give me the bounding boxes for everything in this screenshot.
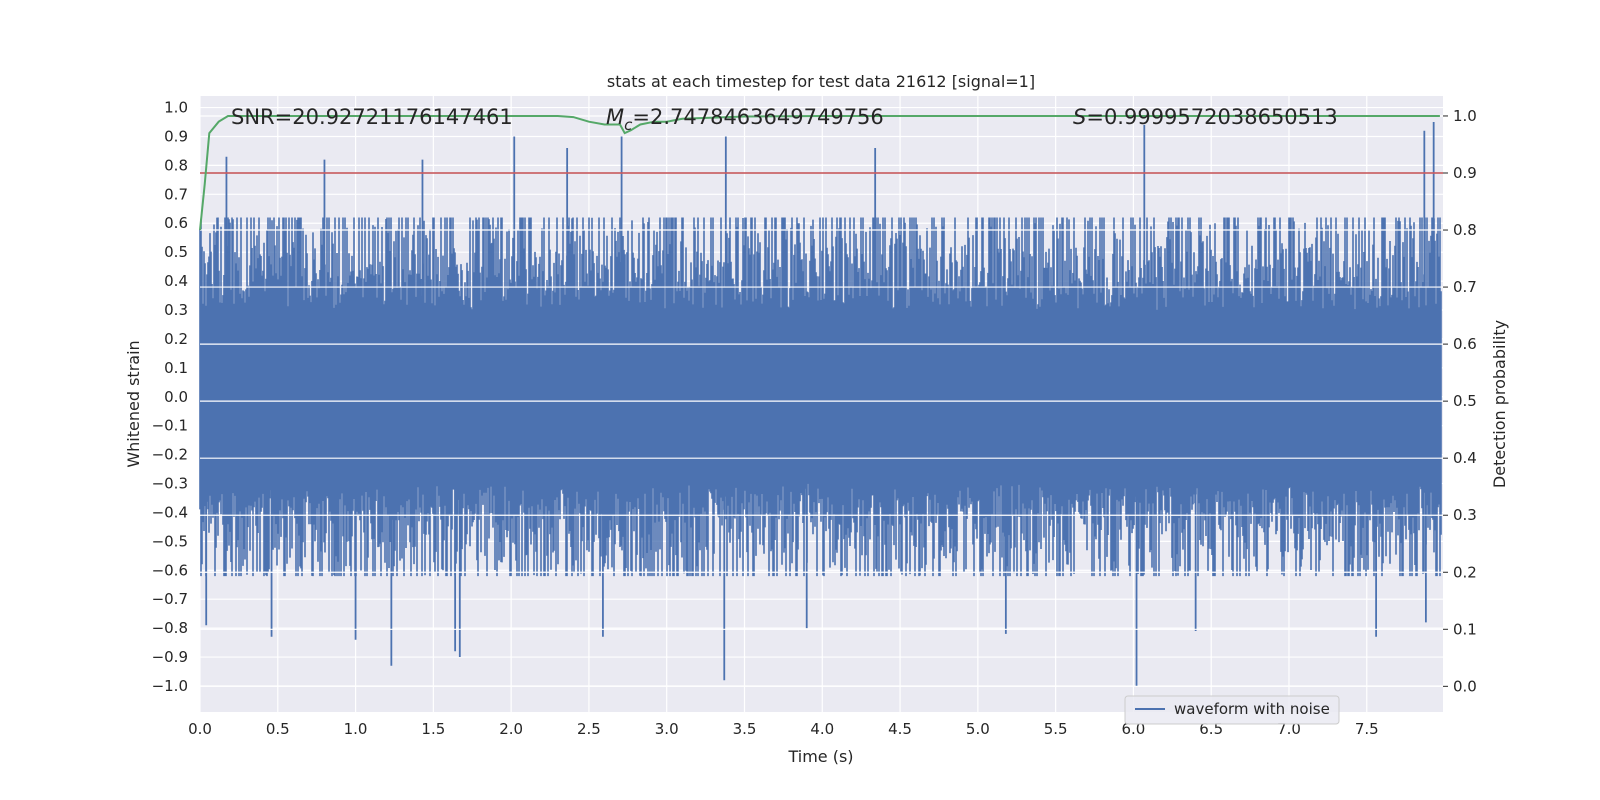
y-tick-label: −0.4 bbox=[152, 503, 188, 521]
x-tick-label: 5.0 bbox=[966, 720, 990, 738]
detection-probability-line bbox=[199, 115, 1440, 231]
y-tick-label: −0.3 bbox=[152, 475, 188, 493]
y-tick-label: 0.2 bbox=[164, 330, 188, 348]
y-tick-label: −0.6 bbox=[152, 561, 188, 579]
chirp-mass-symbol: M bbox=[606, 105, 624, 129]
x-tick-label: 4.0 bbox=[810, 720, 834, 738]
s-value: =0.9999572038650513 bbox=[1086, 105, 1337, 129]
y2-tick-label: 0.7 bbox=[1453, 278, 1477, 296]
waveform-body bbox=[199, 217, 1442, 577]
y-tick-label: −0.8 bbox=[152, 619, 188, 637]
legend-label: waveform with noise bbox=[1174, 700, 1330, 718]
y-tick-label: −1.0 bbox=[152, 677, 188, 695]
y2-tick-label: 0.5 bbox=[1453, 392, 1477, 410]
x-tick-label: 1.0 bbox=[344, 720, 368, 738]
s-annotation: S=0.9999572038650513 bbox=[1073, 105, 1338, 129]
y-tick-label: −0.1 bbox=[152, 417, 188, 435]
x-tick-label: 2.5 bbox=[577, 720, 601, 738]
y-tick-label: 0.6 bbox=[164, 214, 188, 232]
x-tick-label: 0.0 bbox=[188, 720, 212, 738]
y-tick-label: 0.0 bbox=[164, 388, 188, 406]
y2-tick-label: 0.1 bbox=[1453, 620, 1477, 638]
chirp-mass-annotation: Mc=2.7478463649749756 bbox=[606, 105, 884, 134]
y-tick-label: −0.5 bbox=[152, 532, 188, 550]
chirp-mass-subscript: c bbox=[624, 116, 633, 134]
x-tick-label: 0.5 bbox=[266, 720, 290, 738]
s-symbol: S bbox=[1073, 105, 1086, 129]
y2-tick-label: 0.2 bbox=[1453, 563, 1477, 581]
x-tick-labels: 0.0 0.5 1.0 1.5 2.0 2.5 3.0 3.5 4.0 4.5 5.0 5.5 6.0 6… bbox=[188, 720, 1379, 738]
waveform-series bbox=[199, 122, 1442, 686]
legend-box bbox=[1124, 695, 1340, 725]
x-tick-label: 4.5 bbox=[888, 720, 912, 738]
y-tick-label: −0.7 bbox=[152, 590, 188, 608]
legend: waveform with noise bbox=[1124, 695, 1340, 725]
y-tick-label: 0.1 bbox=[164, 359, 188, 377]
y-tick-label: −0.9 bbox=[152, 648, 188, 666]
chirp-mass-value: =2.7478463649749756 bbox=[632, 105, 883, 129]
y-tick-label: 0.5 bbox=[164, 243, 188, 261]
y2-tick-label: 1.0 bbox=[1453, 107, 1477, 125]
y2-tick-label: 0.0 bbox=[1453, 677, 1477, 695]
y2-tick-label: 0.3 bbox=[1453, 506, 1477, 524]
detection-probability-series bbox=[199, 115, 1440, 231]
y-tick-label: 0.8 bbox=[164, 156, 188, 174]
y-tick-label: 0.7 bbox=[164, 185, 188, 203]
x-tick-label: 7.5 bbox=[1355, 720, 1379, 738]
y-tick-label: −0.2 bbox=[152, 446, 188, 464]
x-tick-label: 1.5 bbox=[421, 720, 445, 738]
x-tick-label: 5.5 bbox=[1044, 720, 1068, 738]
y2-tick-label: 0.4 bbox=[1453, 449, 1477, 467]
y2-tick-label: 0.8 bbox=[1453, 221, 1477, 239]
x-tick-label: 3.5 bbox=[733, 720, 757, 738]
chart-title: stats at each timestep for test data 216… bbox=[607, 72, 1035, 91]
x-tick-label: 2.0 bbox=[499, 720, 523, 738]
y-tick-label: 1.0 bbox=[164, 99, 188, 117]
y-tick-label: 0.3 bbox=[164, 301, 188, 319]
y2-tick-labels: 1.0 0.9 0.8 0.7 0.6 0.5 0.4 0.3 0.2 0.1 0.0 bbox=[1453, 107, 1477, 695]
y2-tick-label: 0.6 bbox=[1453, 335, 1477, 353]
y-tick-labels: 1.0 0.9 0.8 0.7 0.6 0.5 0.4 0.3 0.2 0.1 0.0 −0.1 −0.… bbox=[152, 99, 188, 695]
snr-annotation: SNR=20.92721176147461 bbox=[231, 105, 513, 129]
y-tick-label: 0.4 bbox=[164, 272, 188, 290]
y-axis-label: Whitened strain bbox=[124, 340, 143, 467]
x-axis-label: Time (s) bbox=[787, 747, 853, 766]
x-tick-label: 3.0 bbox=[655, 720, 679, 738]
y2-axis-label: Detection probability bbox=[1490, 320, 1509, 488]
y2-tick-label: 0.9 bbox=[1453, 164, 1477, 182]
y-tick-label: 0.9 bbox=[164, 127, 188, 145]
